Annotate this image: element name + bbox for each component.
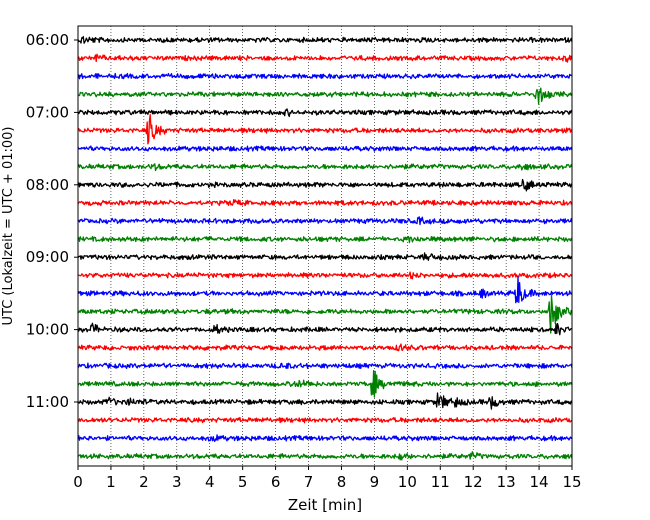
seismic-trace bbox=[77, 145, 573, 152]
x-tick-labels: 0 1 2 3 4 5 6 7 8 9 10 11 12 13 14 15 bbox=[73, 466, 582, 491]
seismic-trace bbox=[77, 416, 573, 424]
y-tick-labels: 06:00 07:00 08:00 09:00 10:00 11:00 bbox=[26, 31, 78, 411]
seismic-trace bbox=[77, 163, 573, 172]
x-tick-label: 2 bbox=[139, 473, 149, 491]
seismic-trace bbox=[77, 87, 573, 105]
x-tick-label: 11 bbox=[431, 473, 450, 491]
x-tick-label: 15 bbox=[562, 473, 581, 491]
x-tick-label: 3 bbox=[172, 473, 182, 491]
plot-frame bbox=[77, 25, 573, 467]
x-tick-label: 4 bbox=[205, 473, 215, 491]
x-tick-label: 6 bbox=[271, 473, 281, 491]
seismic-trace bbox=[77, 322, 573, 336]
y-axis-label: UTC (Lokalzeit = UTC + 01:00) bbox=[1, 127, 16, 326]
seismic-trace bbox=[77, 434, 573, 442]
seismic-trace bbox=[77, 108, 573, 118]
x-tick-label: 13 bbox=[497, 473, 516, 491]
y-tick-label: 11:00 bbox=[26, 393, 69, 411]
seismic-traces bbox=[77, 35, 573, 461]
x-tick-label: 10 bbox=[398, 473, 417, 491]
x-tick-label: 7 bbox=[304, 473, 314, 491]
seismic-trace bbox=[77, 114, 573, 145]
seismic-trace bbox=[77, 276, 573, 304]
seismic-trace bbox=[77, 451, 573, 461]
x-tick-label: 1 bbox=[106, 473, 116, 491]
seismic-trace bbox=[77, 392, 573, 410]
y-tick-label: 08:00 bbox=[26, 176, 69, 194]
seismic-trace bbox=[77, 35, 573, 44]
y-tick-label: 06:00 bbox=[26, 31, 69, 49]
seismic-trace bbox=[77, 362, 573, 370]
x-tick-label: 12 bbox=[464, 473, 483, 491]
x-tick-label: 5 bbox=[238, 473, 248, 491]
seismic-trace bbox=[77, 252, 573, 261]
seismic-trace bbox=[78, 216, 573, 226]
seismic-trace bbox=[77, 235, 573, 244]
y-tick-label: 07:00 bbox=[26, 103, 69, 121]
x-tick-label: 8 bbox=[337, 473, 347, 491]
seismic-trace bbox=[77, 198, 573, 207]
seismic-trace bbox=[77, 343, 573, 352]
seismic-trace bbox=[77, 271, 573, 280]
seismic-trace bbox=[77, 72, 573, 80]
seismic-trace bbox=[77, 53, 573, 63]
y-tick-label: 10:00 bbox=[26, 321, 69, 339]
seismic-trace bbox=[77, 369, 573, 398]
y-tick-label: 09:00 bbox=[26, 248, 69, 266]
seismic-trace bbox=[77, 178, 573, 192]
x-tick-label: 14 bbox=[530, 473, 549, 491]
seismic-trace bbox=[77, 294, 573, 334]
x-tick-label: 9 bbox=[370, 473, 380, 491]
x-tick-label: 0 bbox=[73, 473, 83, 491]
x-axis-label: Zeit [min] bbox=[288, 496, 362, 514]
